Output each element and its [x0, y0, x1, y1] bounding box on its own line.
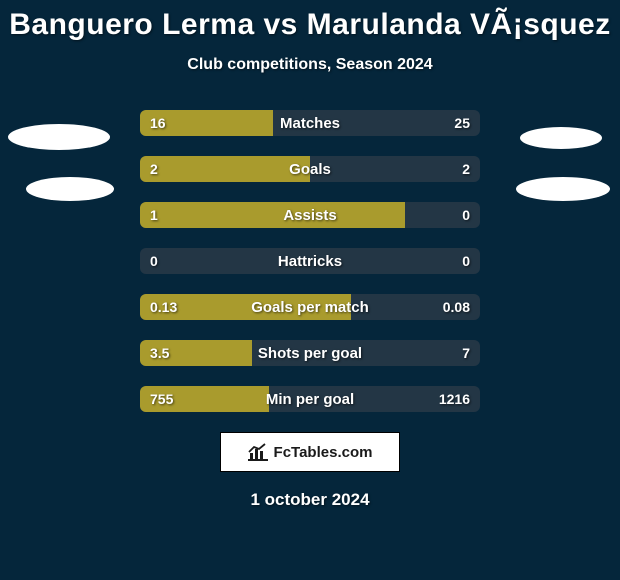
watermark: FcTables.com	[220, 432, 400, 472]
stat-row: 00Hattricks	[140, 248, 480, 274]
stat-row: 10Assists	[140, 202, 480, 228]
date-label: 1 october 2024	[0, 490, 620, 510]
comparison-chart: 1625Matches 22Goals 10Assists 00Hattricks 0.…	[140, 110, 480, 412]
page-subtitle: Club competitions, Season 2024	[0, 56, 620, 74]
player-left-badge-1	[8, 124, 110, 150]
stat-row: 0.130.08Goals per match	[140, 294, 480, 320]
stat-label: Assists	[140, 202, 480, 228]
player-right-badge-1	[520, 127, 602, 149]
stat-label: Goals per match	[140, 294, 480, 320]
player-left-badge-2	[26, 177, 114, 201]
stat-row: 1625Matches	[140, 110, 480, 136]
stat-label: Min per goal	[140, 386, 480, 412]
chart-icon	[248, 443, 268, 461]
watermark-text: FcTables.com	[274, 444, 373, 461]
player-right-badge-2	[516, 177, 610, 201]
stat-row: 7551216Min per goal	[140, 386, 480, 412]
page-title: Banguero Lerma vs Marulanda VÃ¡squez	[0, 0, 620, 42]
stat-label: Goals	[140, 156, 480, 182]
stat-label: Hattricks	[140, 248, 480, 274]
stat-label: Matches	[140, 110, 480, 136]
stat-row: 3.57Shots per goal	[140, 340, 480, 366]
stat-label: Shots per goal	[140, 340, 480, 366]
stat-row: 22Goals	[140, 156, 480, 182]
